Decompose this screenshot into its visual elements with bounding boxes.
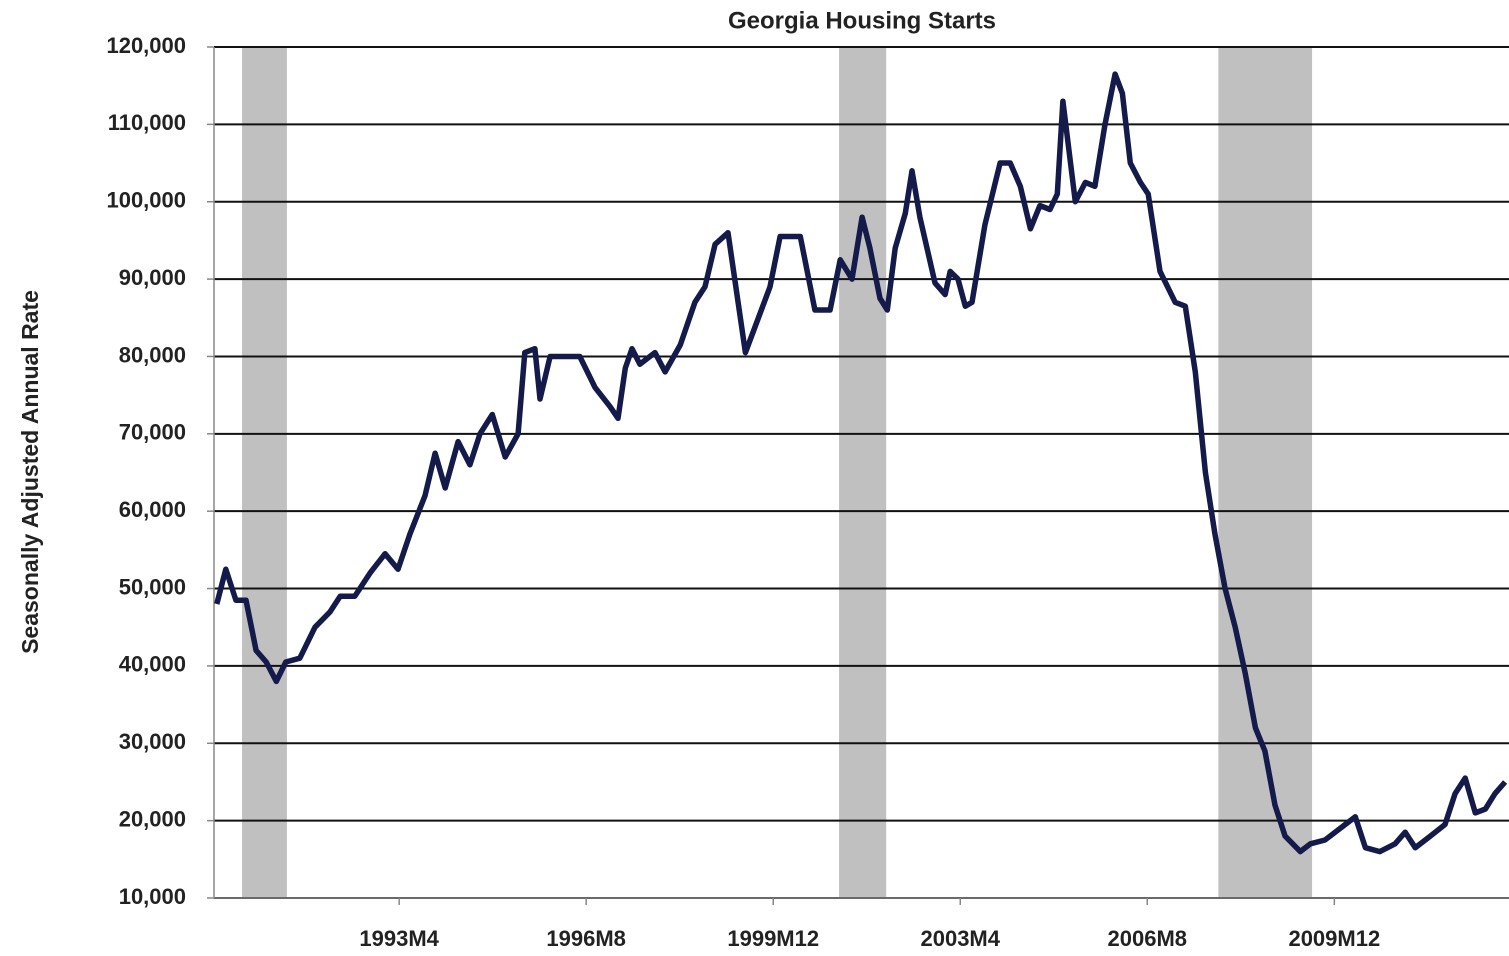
y-tick-label: 60,000: [119, 497, 186, 522]
y-tick-label: 40,000: [119, 652, 186, 677]
data-line: [214, 71, 1508, 855]
x-tick-label: 2009M12: [1288, 926, 1380, 951]
y-tick-label: 110,000: [108, 110, 186, 135]
x-tick-label: 2006M8: [1108, 926, 1188, 951]
recession-band: [242, 47, 287, 898]
recession-band: [839, 47, 887, 898]
x-tick-label: 1999M12: [727, 926, 819, 951]
x-tick-label: 1996M8: [546, 926, 626, 951]
y-tick-label: 100,000: [106, 188, 186, 213]
chart-title: Georgia Housing Starts: [728, 7, 996, 34]
recession-band: [1218, 47, 1313, 898]
y-tick-label: 30,000: [119, 729, 186, 754]
y-tick-label: 90,000: [119, 265, 186, 290]
y-tick-label: 20,000: [119, 806, 186, 831]
y-tick-label: 120,000: [106, 33, 186, 58]
x-tick-label: 2003M4: [920, 926, 1000, 951]
x-tick-label: 1993M4: [359, 926, 439, 951]
y-tick-label: 50,000: [119, 574, 186, 599]
y-tick-label: 70,000: [119, 420, 186, 445]
y-tick-label: 10,000: [119, 884, 186, 909]
y-tick-label: 80,000: [119, 342, 186, 367]
y-axis-label: Seasonally Adjusted Annual Rate: [17, 290, 43, 654]
